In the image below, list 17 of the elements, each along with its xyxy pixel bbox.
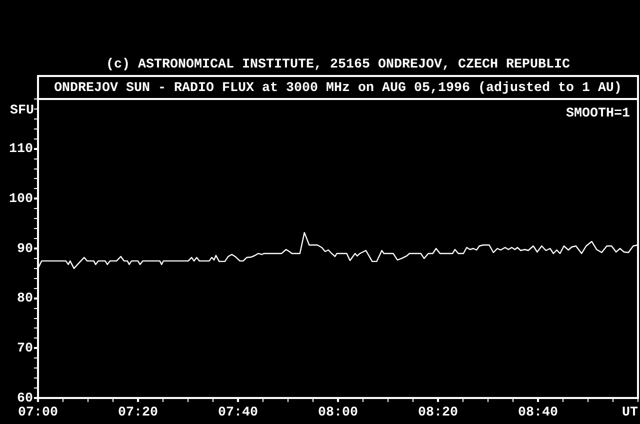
y-tick-label: 110	[9, 142, 33, 158]
y-tick-label: 80	[17, 292, 33, 307]
x-tick-label: 08:00	[318, 405, 358, 420]
y-axis-title: SFU	[10, 103, 34, 118]
x-axis-title: UT	[622, 405, 638, 420]
annotation: SMOOTH=1	[566, 106, 630, 122]
y-tick-label: 70	[17, 342, 33, 357]
x-tick-label: 07:20	[118, 405, 158, 420]
y-tick-label: 60	[17, 391, 33, 406]
x-tick-label: 07:00	[18, 405, 58, 420]
chart-subtitle: ONDREJOV SUN - RADIO FLUX at 3000 MHz on AUG 05,1996 (adjusted to 1 AU)	[54, 80, 622, 96]
x-tick-label: 08:40	[518, 405, 558, 420]
y-tick-label: 90	[17, 242, 33, 257]
x-tick-label: 08:20	[418, 405, 458, 420]
chart-title: (c) ASTRONOMICAL INSTITUTE, 25165 ONDREJOV, CZECH REPUBLIC	[106, 57, 570, 72]
x-tick-label: 07:40	[218, 405, 258, 420]
y-tick-label: 100	[9, 192, 33, 208]
